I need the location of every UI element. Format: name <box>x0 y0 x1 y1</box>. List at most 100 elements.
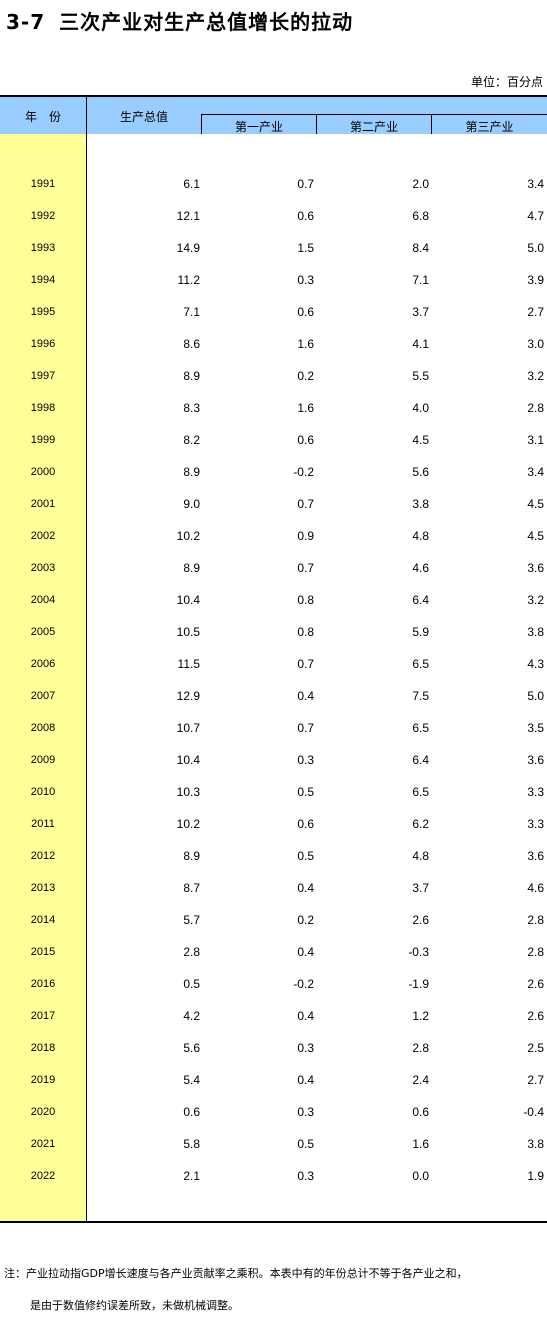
cell-year: 2002 <box>30 530 56 542</box>
cell-year: 2019 <box>30 1074 56 1086</box>
cell-primary: 0.2 <box>297 369 314 383</box>
table-title-text: 三次产业对生产总值增长的拉动 <box>59 10 354 34</box>
cell-gdp: 5.6 <box>183 1041 200 1055</box>
cell-primary: 0.5 <box>297 1137 314 1151</box>
table-bottom-rule <box>0 1221 547 1223</box>
table-row: 2014 5.7 0.2 2.6 2.8 <box>0 904 547 936</box>
cell-year: 2013 <box>30 882 56 894</box>
cell-secondary: 6.5 <box>412 785 429 799</box>
cell-gdp: 5.7 <box>183 913 200 927</box>
cell-gdp: 12.9 <box>176 689 200 703</box>
table-top-rule <box>0 95 547 97</box>
cell-primary: 0.2 <box>297 913 314 927</box>
header-gdp: 生产总值 <box>119 110 168 124</box>
cell-secondary: 2.4 <box>412 1073 429 1087</box>
table-row: 2001 9.0 0.7 3.8 4.5 <box>0 488 547 520</box>
table-row: 1993 14.9 1.5 8.4 5.0 <box>0 232 547 264</box>
cell-year: 2010 <box>30 786 56 798</box>
cell-gdp: 12.1 <box>176 209 200 223</box>
table-row: 2006 11.5 0.7 6.5 4.3 <box>0 648 547 680</box>
cell-primary: 0.8 <box>297 625 314 639</box>
cell-year: 2001 <box>30 498 56 510</box>
cell-primary: 0.5 <box>297 785 314 799</box>
cell-tertiary: 3.1 <box>527 433 544 447</box>
cell-tertiary: 3.2 <box>527 593 544 607</box>
cell-primary: 0.3 <box>297 273 314 287</box>
cell-tertiary: 4.7 <box>527 209 544 223</box>
cell-primary: 1.5 <box>297 241 314 255</box>
cell-primary: 0.6 <box>297 209 314 223</box>
cell-primary: 0.4 <box>297 881 314 895</box>
table-title: 3-7 三次产业对生产总值增长的拉动 <box>6 6 353 35</box>
header-secondary: 第二产业 <box>349 120 398 134</box>
table-row: 2004 10.4 0.8 6.4 3.2 <box>0 584 547 616</box>
cell-gdp: 2.1 <box>183 1169 200 1183</box>
table-row: 2003 8.9 0.7 4.6 3.6 <box>0 552 547 584</box>
note-line-2: 是由于数值修约误差所致，未做机械调整。 <box>30 1299 239 1312</box>
table-body: 1991 6.1 0.7 2.0 3.4 1992 12.1 0.6 6.8 4.7 1993 14.… <box>0 168 547 1192</box>
table-row: 2000 8.9 -0.2 5.6 3.4 <box>0 456 547 488</box>
table-header: 年 份 生产总值 第一产业 第二产业 第三产业 <box>0 97 547 134</box>
cell-secondary: 4.5 <box>412 433 429 447</box>
cell-primary: 0.6 <box>297 817 314 831</box>
cell-secondary: 3.7 <box>412 305 429 319</box>
cell-year: 2003 <box>30 562 56 574</box>
cell-gdp: 4.2 <box>183 1009 200 1023</box>
cell-primary: 0.4 <box>297 1073 314 1087</box>
cell-secondary: 4.6 <box>412 561 429 575</box>
cell-primary: 0.4 <box>297 689 314 703</box>
cell-year: 2000 <box>30 466 56 478</box>
cell-primary: 0.7 <box>297 657 314 671</box>
cell-secondary: 4.0 <box>412 401 429 415</box>
note-line-1: 注：产业拉动指GDP增长速度与各产业贡献率之乘积。本表中有的年份总计不等于各产业… <box>4 1267 468 1280</box>
cell-primary: 0.6 <box>297 305 314 319</box>
cell-year: 2011 <box>31 818 55 830</box>
cell-secondary: 6.5 <box>412 721 429 735</box>
cell-tertiary: 3.0 <box>527 337 544 351</box>
cell-year: 1997 <box>30 370 56 382</box>
cell-tertiary: 3.6 <box>527 561 544 575</box>
table-row: 1999 8.2 0.6 4.5 3.1 <box>0 424 547 456</box>
cell-secondary: 2.0 <box>412 177 429 191</box>
cell-tertiary: 2.6 <box>527 977 544 991</box>
cell-tertiary: -0.4 <box>523 1105 544 1119</box>
table-number: 3-7 <box>6 10 46 34</box>
table-row: 2005 10.5 0.8 5.9 3.8 <box>0 616 547 648</box>
cell-tertiary: 3.8 <box>527 625 544 639</box>
table-row: 2020 0.6 0.3 0.6 -0.4 <box>0 1096 547 1128</box>
cell-gdp: 14.9 <box>176 241 200 255</box>
cell-gdp: 10.4 <box>176 593 200 607</box>
cell-gdp: 10.5 <box>176 625 200 639</box>
cell-tertiary: 5.0 <box>527 689 544 703</box>
cell-primary: 1.6 <box>297 337 314 351</box>
cell-primary: -0.2 <box>293 465 314 479</box>
cell-gdp: 6.1 <box>183 177 200 191</box>
cell-secondary: 4.8 <box>412 529 429 543</box>
cell-gdp: 0.5 <box>183 977 200 991</box>
cell-tertiary: 2.6 <box>527 1009 544 1023</box>
cell-primary: 0.8 <box>297 593 314 607</box>
cell-secondary: 5.6 <box>412 465 429 479</box>
cell-gdp: 2.8 <box>183 945 200 959</box>
header-tertiary: 第三产业 <box>465 120 514 134</box>
cell-gdp: 8.9 <box>183 369 200 383</box>
cell-gdp: 8.9 <box>183 849 200 863</box>
cell-tertiary: 3.8 <box>527 1137 544 1151</box>
table-row: 1998 8.3 1.6 4.0 2.8 <box>0 392 547 424</box>
cell-secondary: 7.5 <box>412 689 429 703</box>
table-row: 1996 8.6 1.6 4.1 3.0 <box>0 328 547 360</box>
cell-tertiary: 2.8 <box>527 945 544 959</box>
cell-gdp: 8.7 <box>183 881 200 895</box>
cell-gdp: 7.1 <box>183 305 200 319</box>
table-row: 1994 11.2 0.3 7.1 3.9 <box>0 264 547 296</box>
cell-year: 2004 <box>30 594 56 606</box>
cell-tertiary: 4.3 <box>527 657 544 671</box>
cell-secondary: 6.4 <box>412 753 429 767</box>
table-row: 2018 5.6 0.3 2.8 2.5 <box>0 1032 547 1064</box>
cell-secondary: 2.6 <box>412 913 429 927</box>
table-row: 2021 5.8 0.5 1.6 3.8 <box>0 1128 547 1160</box>
cell-primary: 0.4 <box>297 945 314 959</box>
cell-primary: 0.3 <box>297 1041 314 1055</box>
cell-tertiary: 3.3 <box>527 785 544 799</box>
cell-tertiary: 2.8 <box>527 913 544 927</box>
